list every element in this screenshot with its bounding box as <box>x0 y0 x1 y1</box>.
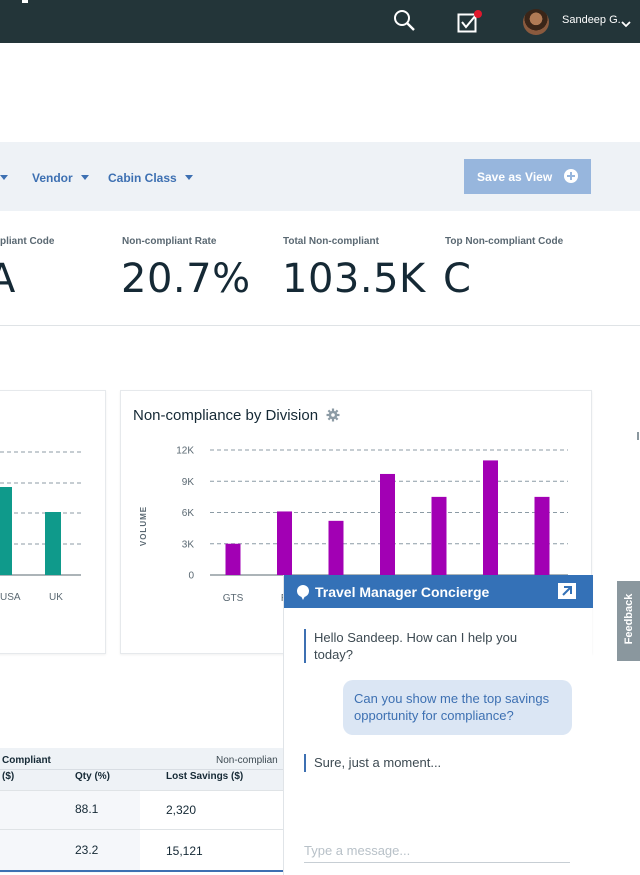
filter-bar: Vendor Cabin Class Save as View <box>0 142 640 211</box>
bar-gts <box>225 543 241 575</box>
header-divider <box>0 769 300 770</box>
chat-bubble-icon <box>297 585 309 600</box>
column-header-qty[interactable]: Qty (%) <box>75 771 110 782</box>
kpi-label-compliant-code: pliant Code <box>0 236 55 247</box>
gear-icon[interactable] <box>326 408 340 426</box>
tasks-check-icon[interactable] <box>457 12 479 34</box>
group-header-noncompliant: Non-complian <box>216 755 278 766</box>
bar-division-3 <box>328 520 344 575</box>
y-tick-label: 12K <box>176 446 194 457</box>
partial-bar-chart: USA UK <box>0 451 81 603</box>
filter-vendor[interactable]: Vendor <box>32 171 89 185</box>
top-navigation-bar: Sandeep G. <box>0 0 640 43</box>
column-header-lost-savings[interactable]: Lost Savings ($) <box>166 771 244 782</box>
y-tick-label: 6K <box>182 508 195 519</box>
table-cell-lost-savings: 2,320 <box>166 803 197 817</box>
kpi-value-compliant-code: A <box>0 256 16 302</box>
caret-down-icon <box>80 175 89 180</box>
chat-message-bot: Sure, just a moment... <box>304 754 534 772</box>
save-as-view-button[interactable]: Save as View <box>464 159 591 194</box>
divider <box>0 325 640 326</box>
caret-down-icon <box>0 175 8 180</box>
bars <box>225 460 550 575</box>
expand-icon[interactable] <box>558 583 576 599</box>
row-divider <box>0 870 300 872</box>
column-shade <box>0 790 140 873</box>
caret-down-icon <box>184 175 193 180</box>
table-cell-qty: 23.2 <box>75 843 99 857</box>
kpi-label-noncompliant-rate: Non-compliant Rate <box>122 236 217 247</box>
avatar[interactable] <box>523 9 549 35</box>
menu-fragment <box>22 0 28 3</box>
y-tick-label: 3K <box>182 539 195 550</box>
add-circle-icon <box>564 169 578 183</box>
kpi-value-total-noncompliant: 103.5K <box>282 256 426 302</box>
chevron-down-icon[interactable] <box>620 16 632 28</box>
feedback-tab[interactable]: Feedback <box>617 581 640 661</box>
search-icon[interactable] <box>393 8 417 34</box>
chat-message-bot: Hello Sandeep. How can I help you today? <box>304 629 534 663</box>
chat-message-input[interactable] <box>304 841 570 863</box>
row-divider <box>0 829 300 830</box>
bar-usa <box>0 487 12 575</box>
filter-cabin-class-label: Cabin Class <box>108 171 177 185</box>
kpi-label-top-noncompliant-code: Top Non-compliant Code <box>445 236 564 247</box>
edge-marker <box>637 432 639 440</box>
bar-r <box>277 511 292 575</box>
chat-title: Travel Manager Concierge <box>315 584 490 600</box>
tick-usa: USA <box>0 592 21 603</box>
bar-division-4 <box>380 473 395 575</box>
filter-cabin-class[interactable]: Cabin Class <box>108 171 193 185</box>
chat-message-user: Can you show me the top savings opportun… <box>343 680 572 735</box>
group-header-compliant: Compliant <box>2 755 51 766</box>
chart-title-text: Non-compliance by Division <box>133 407 319 424</box>
kpi-value-top-noncompliant-code: C <box>443 256 472 302</box>
bar-division-6 <box>483 460 498 575</box>
notification-badge <box>474 10 482 18</box>
filter-dropdown-partial[interactable] <box>0 171 8 185</box>
x-axis-ticks: GTSR <box>223 593 288 604</box>
table-cell-qty: 88.1 <box>75 802 99 816</box>
row-divider <box>0 790 300 791</box>
bar-division-5 <box>431 496 447 575</box>
save-as-view-label: Save as View <box>477 170 553 184</box>
y-axis-ticks: 12K 9K 6K 3K 0 <box>176 446 194 582</box>
table-cell-lost-savings: 15,121 <box>166 844 203 858</box>
kpi-label-total-noncompliant: Total Non-compliant <box>283 236 379 247</box>
filter-vendor-label: Vendor <box>32 171 73 185</box>
chat-header: Travel Manager Concierge <box>284 575 593 608</box>
feedback-label: Feedback <box>623 593 635 645</box>
kpi-value-noncompliant-rate: 20.7% <box>121 256 251 302</box>
x-tick-label: GTS <box>223 593 244 604</box>
y-axis-label: VOLUME <box>139 506 148 546</box>
y-tick-label: 9K <box>182 477 195 488</box>
bar-division-7 <box>534 496 550 575</box>
bar-uk <box>45 512 61 575</box>
user-name[interactable]: Sandeep G. <box>562 14 621 26</box>
chart-title: Non-compliance by Division <box>133 407 340 426</box>
tick-uk: UK <box>49 592 63 603</box>
concierge-chat-panel: Travel Manager Concierge Hello Sandeep. … <box>283 575 593 875</box>
y-tick-label: 0 <box>188 571 194 582</box>
column-header-amount[interactable]: ($) <box>2 771 15 782</box>
